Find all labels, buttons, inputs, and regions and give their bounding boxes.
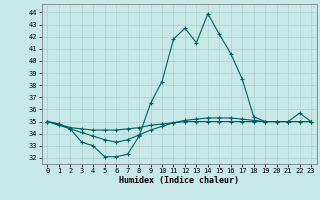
X-axis label: Humidex (Indice chaleur): Humidex (Indice chaleur) xyxy=(119,176,239,185)
